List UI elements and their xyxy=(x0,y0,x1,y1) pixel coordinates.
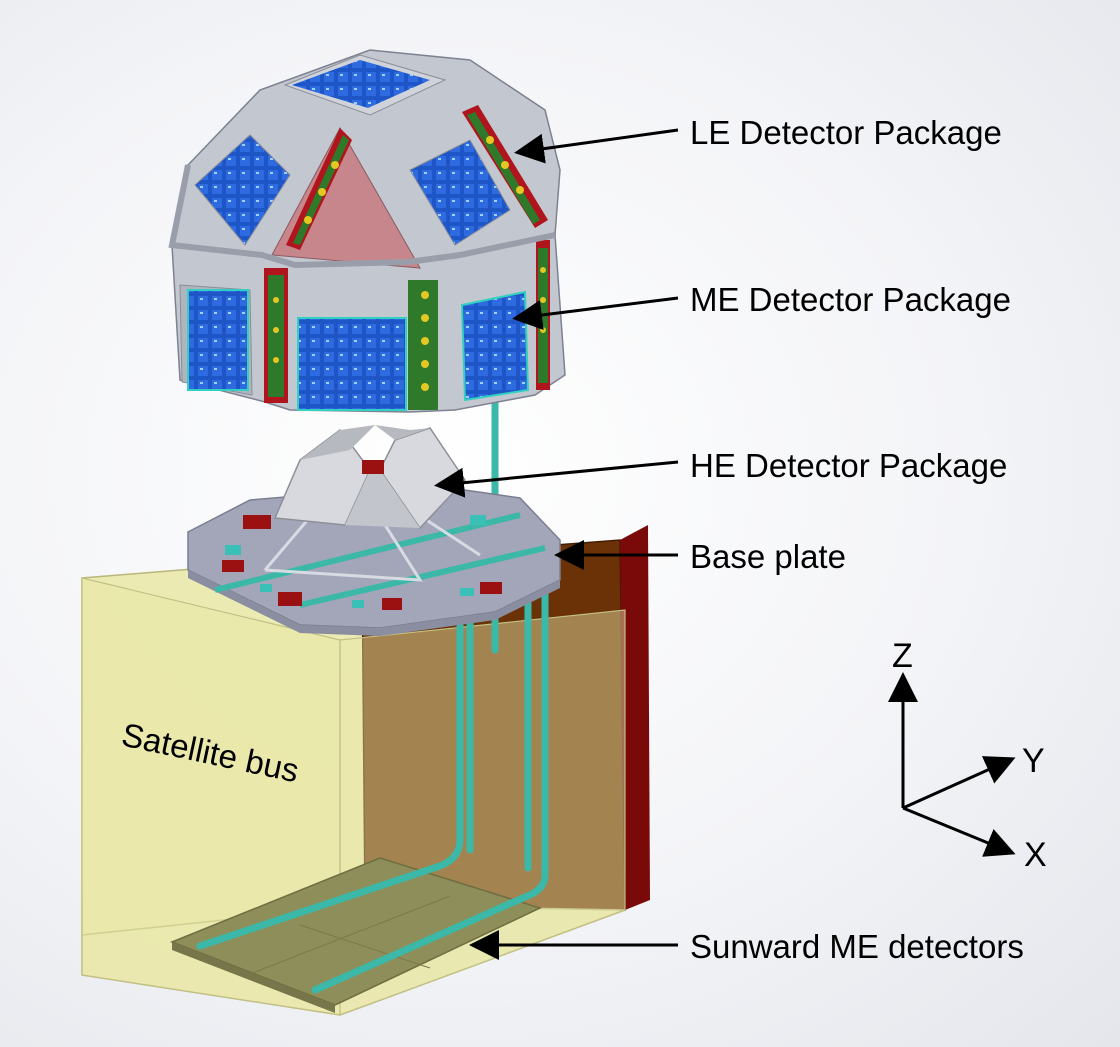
le-detector-package xyxy=(172,50,560,268)
he-label: HE Detector Package xyxy=(690,447,1007,484)
x-axis-label: X xyxy=(1024,836,1047,874)
x-axis-arrow xyxy=(903,808,1010,852)
axes-triad xyxy=(903,678,1010,852)
me-label: ME Detector Package xyxy=(690,281,1011,318)
base-plate-label: Base plate xyxy=(690,538,846,575)
he-arrow xyxy=(440,462,678,485)
z-axis-label: Z xyxy=(892,637,913,675)
y-axis-arrow xyxy=(903,760,1010,808)
y-axis-label: Y xyxy=(1022,742,1045,780)
sunward-label: Sunward ME detectors xyxy=(690,928,1024,965)
le-label: LE Detector Package xyxy=(690,114,1002,151)
